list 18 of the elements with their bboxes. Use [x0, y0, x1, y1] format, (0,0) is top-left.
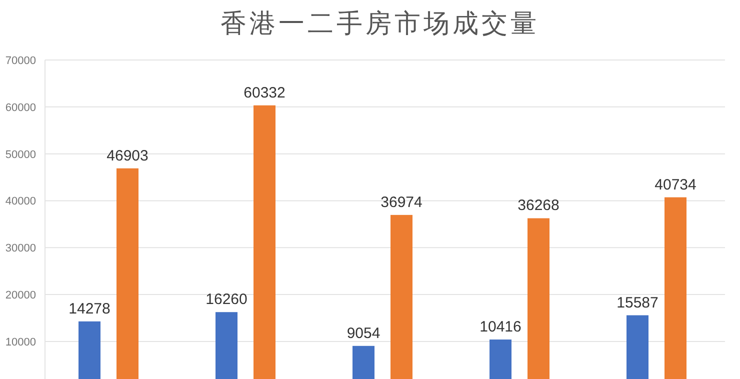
- data-label: 46903: [106, 147, 148, 164]
- y-tick-label: 20000: [5, 290, 36, 302]
- data-label: 10416: [480, 318, 522, 336]
- data-label: 9054: [346, 324, 380, 342]
- data-label: 36268: [518, 197, 560, 214]
- data-label: 15587: [616, 294, 658, 312]
- data-label: 60332: [244, 84, 286, 102]
- data-label: 14278: [68, 300, 110, 318]
- y-tick-label: 60000: [5, 102, 36, 114]
- y-tick-label: 70000: [5, 55, 36, 67]
- chart-title: 香港一二手房市场成交量: [220, 9, 540, 39]
- y-tick-label: 30000: [5, 242, 36, 255]
- y-tick-label: 10000: [5, 336, 36, 348]
- data-label: 40734: [654, 176, 696, 194]
- y-tick-label: 40000: [5, 196, 36, 208]
- data-label: 16260: [206, 291, 248, 308]
- data-label: 36974: [380, 194, 422, 211]
- y-tick-label: 50000: [5, 148, 36, 161]
